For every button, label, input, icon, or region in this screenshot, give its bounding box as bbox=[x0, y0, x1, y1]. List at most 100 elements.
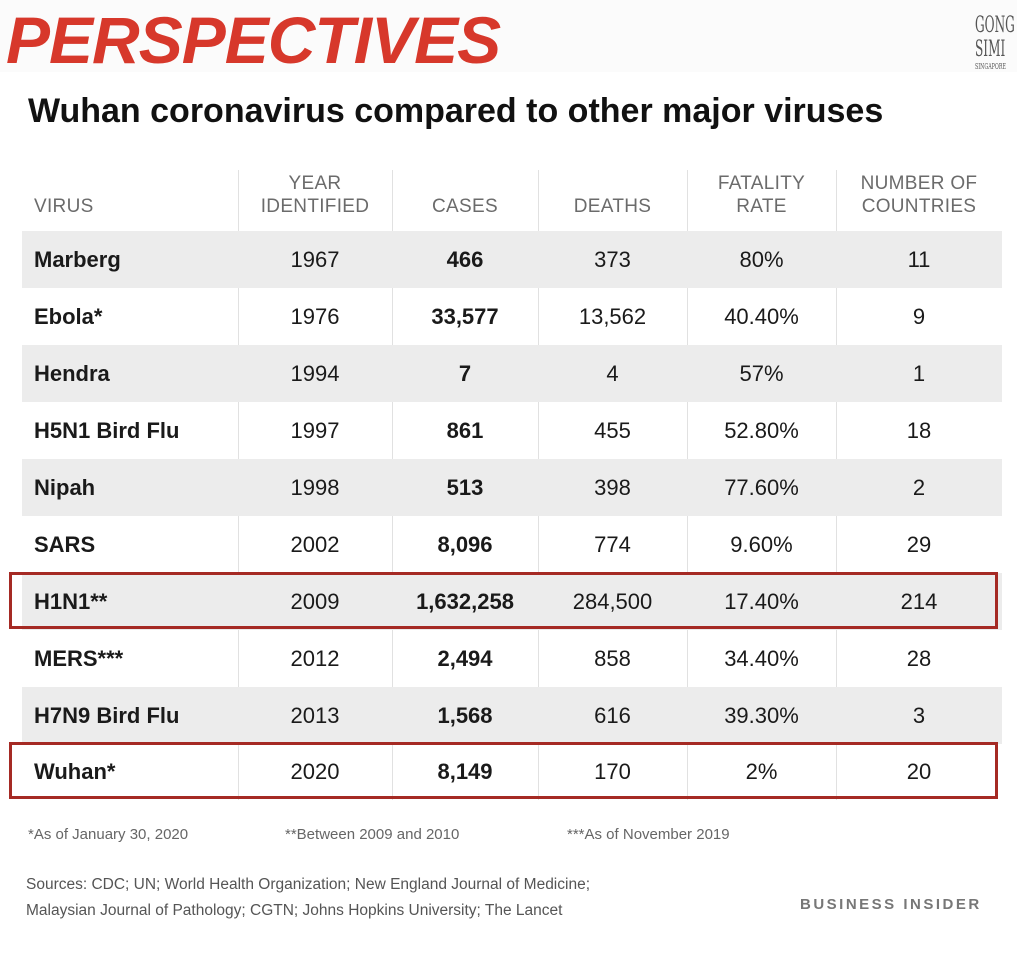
cell-virus: H5N1 Bird Flu bbox=[34, 418, 180, 443]
cell-year: 1997 bbox=[290, 418, 340, 443]
header-cases: CASES bbox=[432, 196, 498, 217]
cell-deaths: 398 bbox=[594, 475, 631, 500]
header-countries-line2: COUNTRIES bbox=[861, 196, 977, 217]
cell-virus: MERS*** bbox=[34, 646, 124, 671]
cell-countries: 1 bbox=[912, 361, 926, 386]
highlight-box-h1n1 bbox=[9, 572, 998, 629]
cell-year: 1994 bbox=[290, 361, 340, 386]
cell-rate: 40.40% bbox=[724, 304, 799, 329]
cell-rate: 39.30% bbox=[724, 703, 799, 728]
header-rate-line2: RATE bbox=[736, 196, 787, 217]
cell-virus: Ebola* bbox=[34, 304, 103, 329]
cell-cases: 2,494 bbox=[437, 646, 493, 671]
cell-rate: 9.60% bbox=[730, 532, 793, 557]
header-rate-line1: FATALITY bbox=[717, 173, 806, 194]
cell-year: 1976 bbox=[290, 304, 340, 329]
header-year: YEAR IDENTIFIED bbox=[240, 172, 390, 218]
header-countries-line1: NUMBER OF bbox=[860, 173, 978, 194]
table-row: H5N1 Bird Flu 1997 861 455 52.80% 18 bbox=[0, 402, 1017, 459]
cell-year: 2002 bbox=[290, 532, 340, 557]
logo-line-2: SIMI bbox=[975, 37, 1006, 62]
cell-year: 1967 bbox=[290, 247, 340, 272]
cell-deaths: 858 bbox=[594, 646, 631, 671]
cell-year: 1998 bbox=[290, 475, 340, 500]
table-row: Nipah 1998 513 398 77.60% 2 bbox=[0, 459, 1017, 516]
cell-deaths: 170 bbox=[594, 759, 631, 784]
cell-virus: H1N1** bbox=[34, 589, 108, 614]
cell-rate: 80% bbox=[739, 247, 784, 272]
cell-cases: 7 bbox=[458, 361, 472, 386]
table-header: VIRUS YEAR IDENTIFIED CASES DEATHS FATAL… bbox=[0, 160, 1017, 230]
header-virus: VIRUS bbox=[34, 196, 94, 217]
cell-cases: 33,577 bbox=[431, 304, 499, 329]
cell-countries: 3 bbox=[912, 703, 926, 728]
table-row: Marberg 1967 466 373 80% 11 bbox=[0, 231, 1017, 288]
sources-line-2: Malaysian Journal of Pathology; CGTN; Jo… bbox=[26, 902, 563, 919]
brand-title: PERSPECTIVES bbox=[6, 3, 501, 77]
footnote-2: **Between 2009 and 2010 bbox=[285, 826, 460, 843]
cell-countries: 11 bbox=[907, 247, 931, 272]
cell-deaths: 4 bbox=[606, 361, 619, 386]
cell-rate: 17.40% bbox=[724, 589, 799, 614]
table-row: H7N9 Bird Flu 2013 1,568 616 39.30% 3 bbox=[0, 687, 1017, 744]
cell-rate: 2% bbox=[745, 759, 778, 784]
cell-countries: 29 bbox=[906, 532, 932, 557]
page-title: Wuhan coronavirus compared to other majo… bbox=[28, 92, 884, 130]
infographic-card bbox=[0, 72, 1017, 964]
header-deaths: DEATHS bbox=[573, 196, 652, 217]
banner: PERSPECTIVES GONG SIMI SINGAPORE bbox=[0, 0, 1017, 77]
footnote-3: ***As of November 2019 bbox=[567, 826, 730, 843]
cell-rate: 52.80% bbox=[724, 418, 799, 443]
cell-cases: 1,568 bbox=[437, 703, 493, 728]
sources-line-1: Sources: CDC; UN; World Health Organizat… bbox=[26, 876, 590, 893]
cell-deaths: 13,562 bbox=[578, 304, 647, 329]
cell-deaths: 455 bbox=[594, 418, 631, 443]
cell-cases: 861 bbox=[446, 418, 484, 443]
publisher-logo: BUSINESS INSIDER bbox=[800, 896, 982, 913]
cell-rate: 57% bbox=[739, 361, 784, 386]
table-row: MERS*** 2012 2,494 858 34.40% 28 bbox=[0, 630, 1017, 687]
table-row-highlighted: Wuhan* 2020 8,149 170 2% 20 bbox=[0, 743, 1017, 800]
cell-countries: 18 bbox=[906, 418, 932, 443]
cell-year: 2009 bbox=[290, 589, 340, 614]
cell-countries: 2 bbox=[912, 475, 926, 500]
cell-year: 2012 bbox=[290, 646, 340, 671]
table-row-highlighted: H1N1** 2009 1,632,258 284,500 17.40% 214 bbox=[0, 573, 1017, 630]
header-year-line1: YEAR bbox=[288, 173, 342, 194]
cell-cases: 466 bbox=[446, 247, 484, 272]
table-row: SARS 2002 8,096 774 9.60% 29 bbox=[0, 516, 1017, 573]
cell-countries: 9 bbox=[912, 304, 926, 329]
cell-cases: 8,149 bbox=[437, 759, 493, 784]
logo-line-1: GONG bbox=[975, 14, 1015, 38]
cell-virus: Hendra bbox=[34, 361, 110, 386]
header-countries: NUMBER OF COUNTRIES bbox=[836, 172, 1002, 218]
cell-year: 2013 bbox=[290, 703, 340, 728]
cell-cases: 1,632,258 bbox=[416, 589, 514, 614]
header-fatality-rate: FATALITY RATE bbox=[687, 172, 836, 218]
highlight-box-wuhan bbox=[9, 742, 998, 799]
sources: Sources: CDC; UN; World Health Organizat… bbox=[26, 872, 590, 924]
cell-cases: 513 bbox=[446, 475, 484, 500]
cell-year: 2020 bbox=[290, 759, 340, 784]
table-row: Ebola* 1976 33,577 13,562 40.40% 9 bbox=[0, 288, 1017, 345]
cell-deaths: 616 bbox=[594, 703, 631, 728]
cell-deaths: 774 bbox=[594, 532, 631, 557]
cell-deaths: 373 bbox=[594, 247, 631, 272]
cell-rate: 34.40% bbox=[724, 646, 799, 671]
cell-virus: SARS bbox=[34, 532, 96, 557]
header-year-line2: IDENTIFIED bbox=[260, 196, 370, 217]
cell-countries: 28 bbox=[906, 646, 932, 671]
logo-line-3: SINGAPORE bbox=[975, 62, 1006, 71]
cell-rate: 77.60% bbox=[724, 475, 799, 500]
cell-cases: 8,096 bbox=[437, 532, 493, 557]
cell-virus: Marberg bbox=[34, 247, 121, 272]
cell-countries: 214 bbox=[900, 589, 938, 614]
corner-logo: GONG SIMI SINGAPORE bbox=[975, 14, 1017, 94]
footnote-1: *As of January 30, 2020 bbox=[28, 826, 189, 843]
cell-countries: 20 bbox=[906, 759, 932, 784]
cell-virus: H7N9 Bird Flu bbox=[34, 703, 180, 728]
table-row: Hendra 1994 7 4 57% 1 bbox=[0, 345, 1017, 402]
cell-virus: Wuhan* bbox=[34, 759, 116, 784]
cell-virus: Nipah bbox=[34, 475, 96, 500]
cell-deaths: 284,500 bbox=[572, 589, 653, 614]
